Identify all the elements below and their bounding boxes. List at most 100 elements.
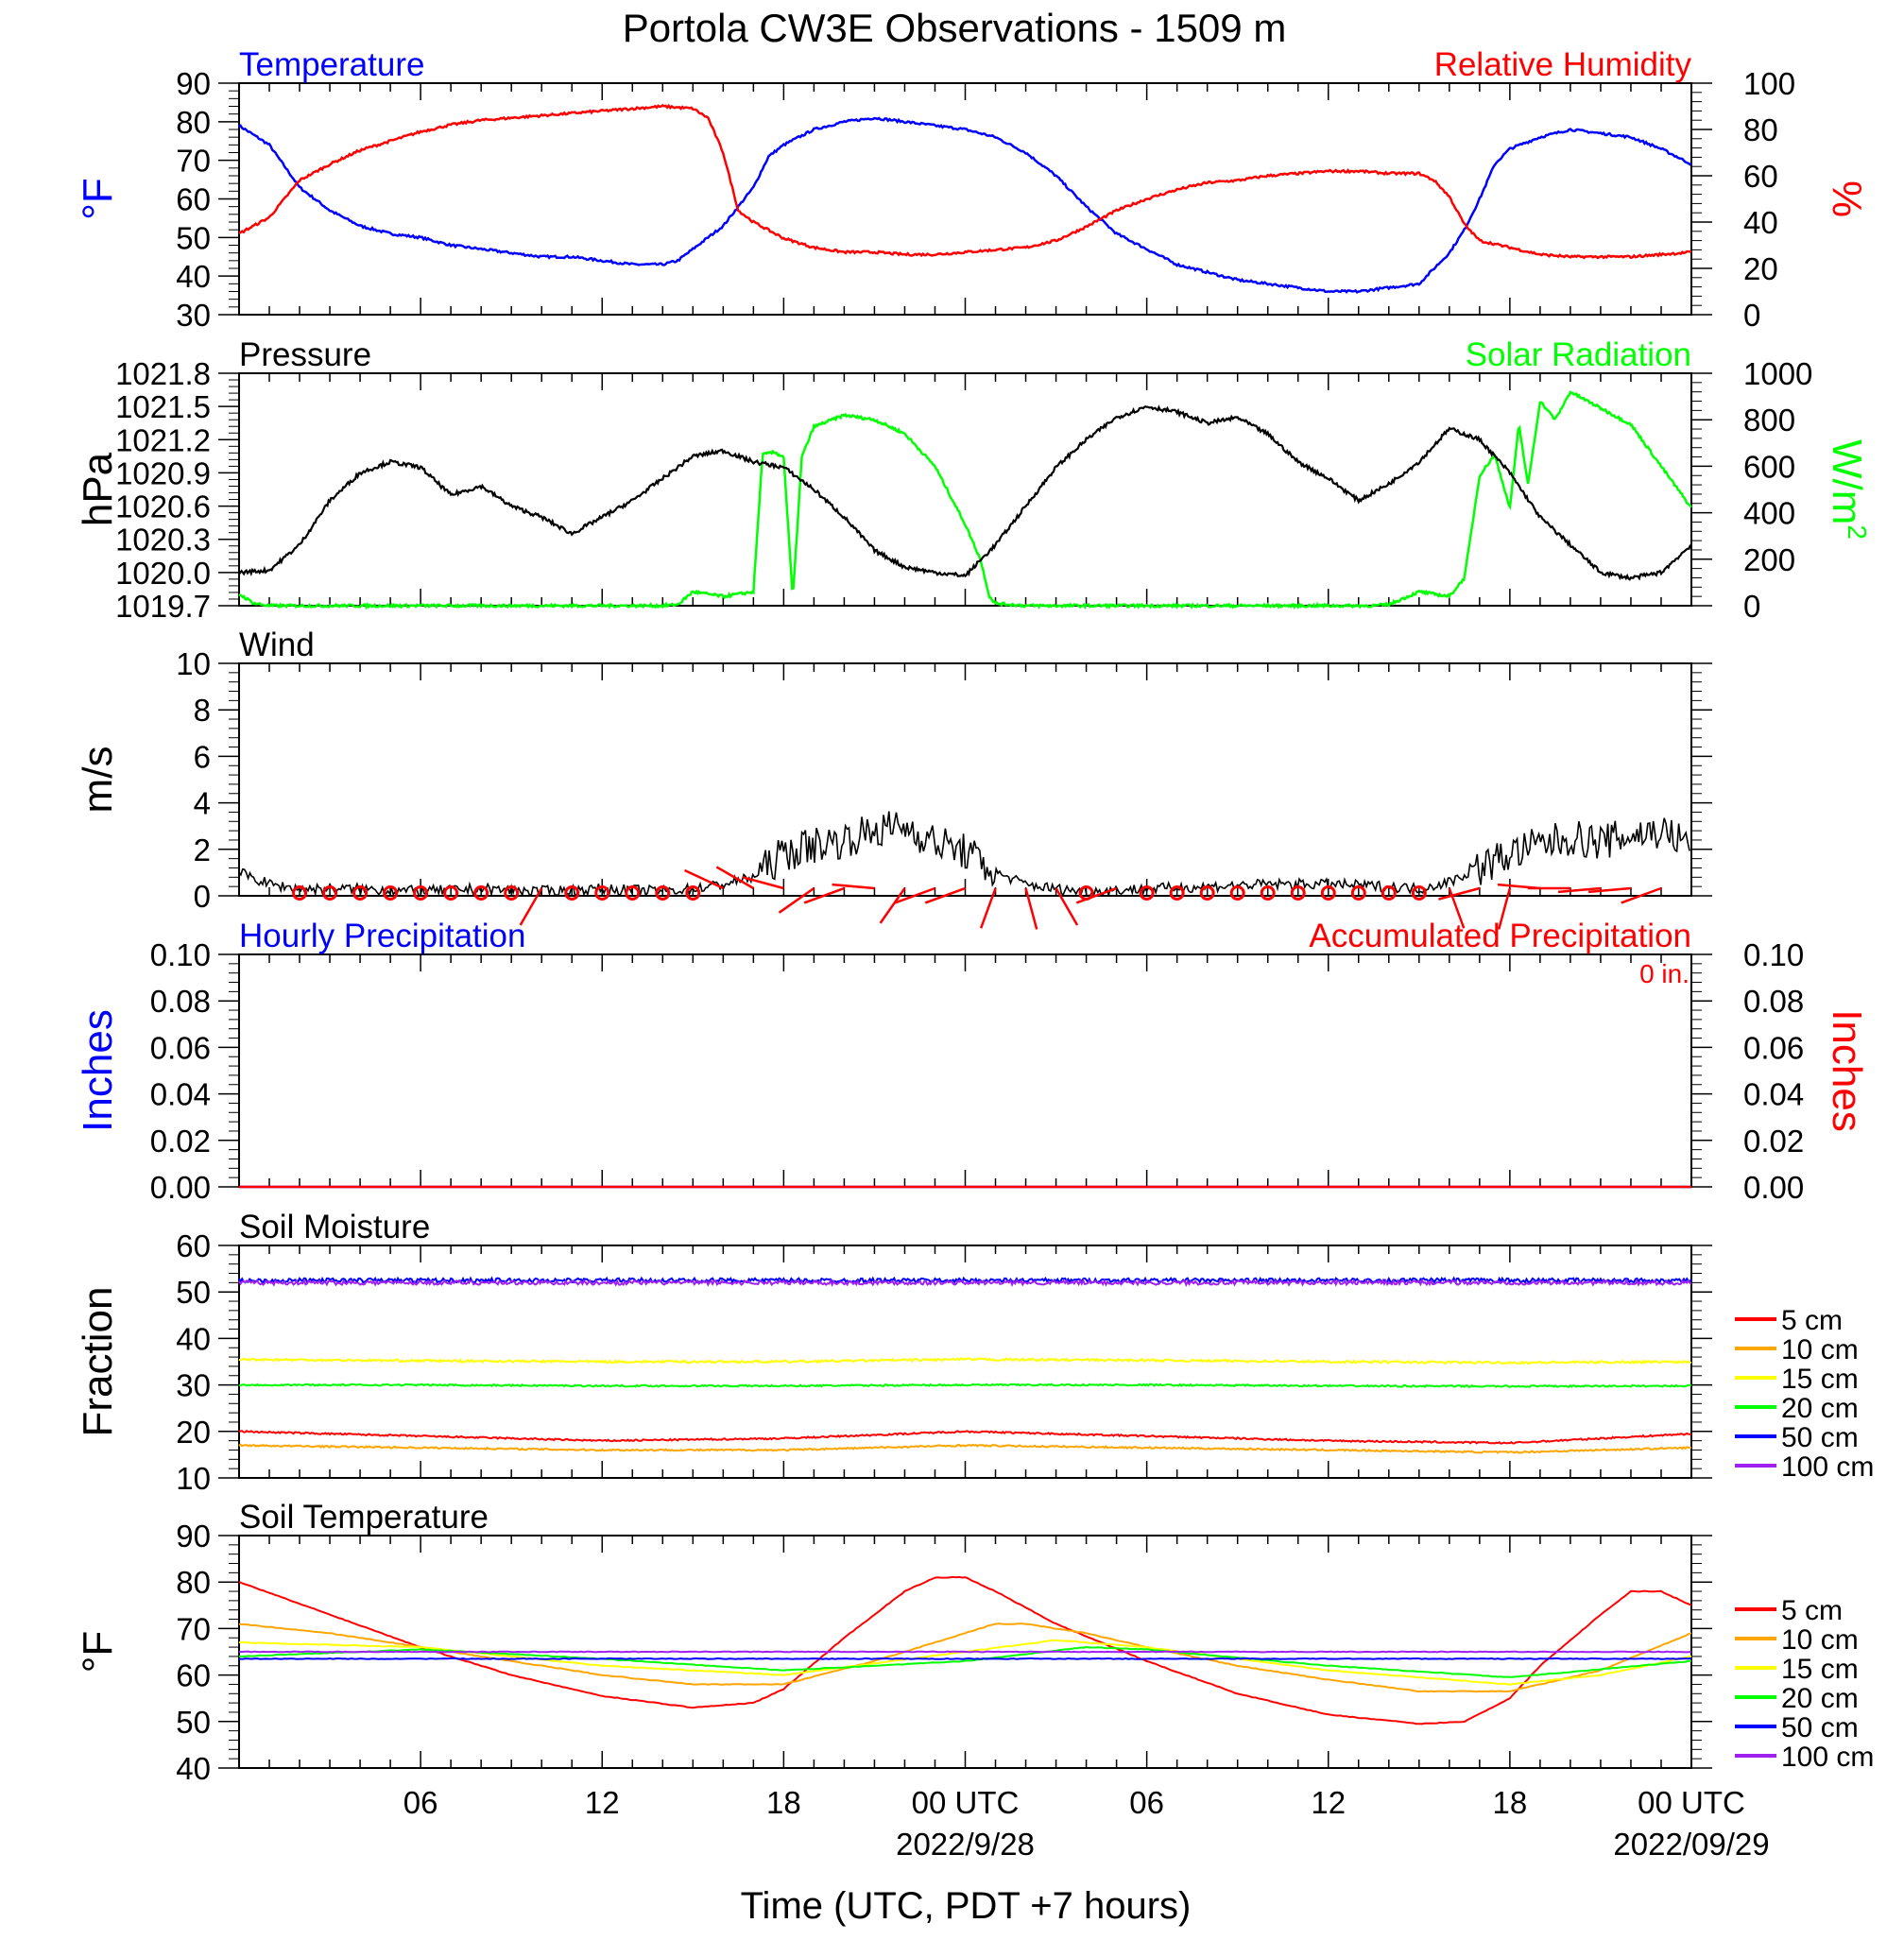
y-tick-label-right: 0.08: [1743, 984, 1804, 1019]
x-tick-label: 12: [1311, 1785, 1346, 1820]
legend-label: 50 cm: [1781, 1712, 1859, 1743]
y-tick-label-right: 0.04: [1743, 1077, 1804, 1112]
y-tick-label-right: 100: [1743, 66, 1795, 101]
wind-barb: [1438, 886, 1481, 901]
y-axis-label-right: %: [1824, 180, 1870, 217]
y-tick-label-left: 70: [176, 144, 211, 179]
y-tick-label-left: 60: [176, 182, 211, 217]
soil-moisture-line: [238, 1443, 1692, 1454]
y-tick-label-left: 0.08: [150, 984, 211, 1019]
legend-label: 100 cm: [1781, 1451, 1874, 1483]
wind-calm-marker: [625, 885, 641, 901]
wind-barb: [924, 886, 966, 904]
x-tick-label: 12: [585, 1785, 620, 1820]
y-tick-label-left: 1020.6: [115, 489, 211, 524]
y-tick-label-left: 50: [176, 1705, 211, 1740]
plot-frame: [238, 953, 1692, 1188]
panel-precipitation: 0.00 0.02 0.04 0.06 0.08 0.10 0.00 0.02 0.04 0.06…: [75, 918, 1870, 1205]
soil-moisture-line: [238, 1430, 1692, 1445]
y-tick-label-right: 200: [1743, 542, 1795, 577]
wind-calm-marker: [1290, 885, 1306, 901]
y-axis-label-right: Inches: [1824, 1009, 1870, 1132]
x-tick-label: 18: [766, 1785, 801, 1820]
figure-title: Portola CW3E Observations - 1509 m: [623, 6, 1287, 50]
y-tick-label-left: 50: [176, 1275, 211, 1310]
wind-barb: [832, 883, 875, 890]
wind-calm-marker: [1260, 885, 1276, 901]
y-tick-label-left: 0.10: [150, 937, 211, 972]
soil-moisture-line: [238, 1382, 1692, 1389]
soil-temperature-line: [238, 1657, 1692, 1660]
y-tick-label-left: 90: [176, 1519, 211, 1554]
y-tick-label-left: 10: [176, 646, 211, 681]
soil-temperature-line: [238, 1622, 1692, 1693]
wind-calm-marker: [1139, 885, 1155, 901]
wind-barb: [684, 868, 724, 890]
humidity-line: [238, 103, 1692, 260]
wind-calm-marker: [413, 885, 429, 901]
panel-soil-moisture: 10 20 30 40 50 60 Soil Moisture Fraction 5 cm10 …: [75, 1209, 1874, 1496]
y-axis-label-left: Fraction: [75, 1287, 121, 1437]
y-tick-label-left: 40: [176, 1321, 211, 1356]
x-date-label: 2022/9/28: [896, 1827, 1035, 1862]
x-axis-label: Time (UTC, PDT +7 hours): [741, 1885, 1192, 1927]
y-tick-label-left: 1019.7: [115, 589, 211, 624]
legend-label: 100 cm: [1781, 1742, 1874, 1773]
wind-calm-marker: [655, 885, 671, 901]
wind-calm-marker: [443, 885, 459, 901]
wind-barb: [1621, 886, 1662, 904]
x-tick-label: 06: [1129, 1785, 1164, 1820]
wind-calm-marker: [1350, 885, 1366, 901]
y-tick-label-left: 4: [194, 786, 211, 821]
wind-calm-marker: [292, 885, 308, 901]
wind-calm-marker: [594, 885, 610, 901]
legend-label: 20 cm: [1781, 1683, 1859, 1714]
y-tick-label-left: 6: [194, 739, 211, 774]
x-tick-label: 00 UTC: [1638, 1785, 1745, 1820]
y-tick-label-left: 90: [176, 66, 211, 101]
panel-pressure-solar: 1019.71020.01020.31020.61020.91021.21021…: [75, 336, 1872, 624]
wind-calm-marker: [504, 885, 520, 901]
x-axis: 06 12 18 00 UTC 2022/9/28 06 12 18 00 UTC 2022/09…: [403, 1785, 1770, 1862]
wind-calm-marker: [1320, 885, 1336, 901]
wind-calm-marker: [1381, 885, 1397, 901]
y-tick-label-right: 40: [1743, 205, 1778, 240]
legend-label: 15 cm: [1781, 1364, 1859, 1395]
y-tick-label-left: 20: [176, 1415, 211, 1450]
legend-label: 15 cm: [1781, 1654, 1859, 1685]
y-tick-label-left: 60: [176, 1658, 211, 1693]
y-tick-label-left: 0.04: [150, 1077, 211, 1112]
pressure-line: [238, 404, 1692, 581]
y-tick-label-right: 0: [1743, 589, 1760, 624]
soil-moisture-line: [238, 1276, 1692, 1285]
panel-left-title: Hourly Precipitation: [239, 918, 525, 954]
y-tick-label-left: 60: [176, 1228, 211, 1263]
y-tick-label-right: 0.02: [1743, 1124, 1804, 1159]
soil-moisture-line: [238, 1357, 1692, 1365]
legend-label: 20 cm: [1781, 1393, 1859, 1424]
y-tick-label-left: 40: [176, 259, 211, 294]
y-tick-label-left: 0.00: [150, 1170, 211, 1205]
y-tick-label-left: 1021.5: [115, 389, 211, 424]
panel-left-title: Soil Moisture: [239, 1209, 430, 1245]
y-tick-label-right: 0.10: [1743, 937, 1804, 972]
wind-barb: [1024, 887, 1038, 930]
wind-calm-marker: [473, 885, 489, 901]
y-tick-label-left: 0.06: [150, 1030, 211, 1065]
wind-barb: [1055, 887, 1079, 926]
y-tick-label-left: 1020.3: [115, 523, 211, 558]
y-tick-label-right: 60: [1743, 159, 1778, 194]
legend-label: 10 cm: [1781, 1334, 1859, 1365]
panel-left-title: Wind: [239, 627, 315, 663]
y-tick-label-left: 80: [176, 1565, 211, 1600]
wind-barb: [1498, 887, 1512, 930]
panel-left-title: Pressure: [239, 336, 371, 373]
wind-calm-marker: [383, 885, 399, 901]
y-tick-label-right: 1000: [1743, 356, 1812, 391]
legend-label: 5 cm: [1781, 1595, 1843, 1626]
wind-barb: [1588, 886, 1632, 894]
wind-calm-marker: [1229, 885, 1245, 901]
wind-barb: [742, 876, 784, 890]
y-axis-label-superscript: 2: [1843, 524, 1872, 540]
